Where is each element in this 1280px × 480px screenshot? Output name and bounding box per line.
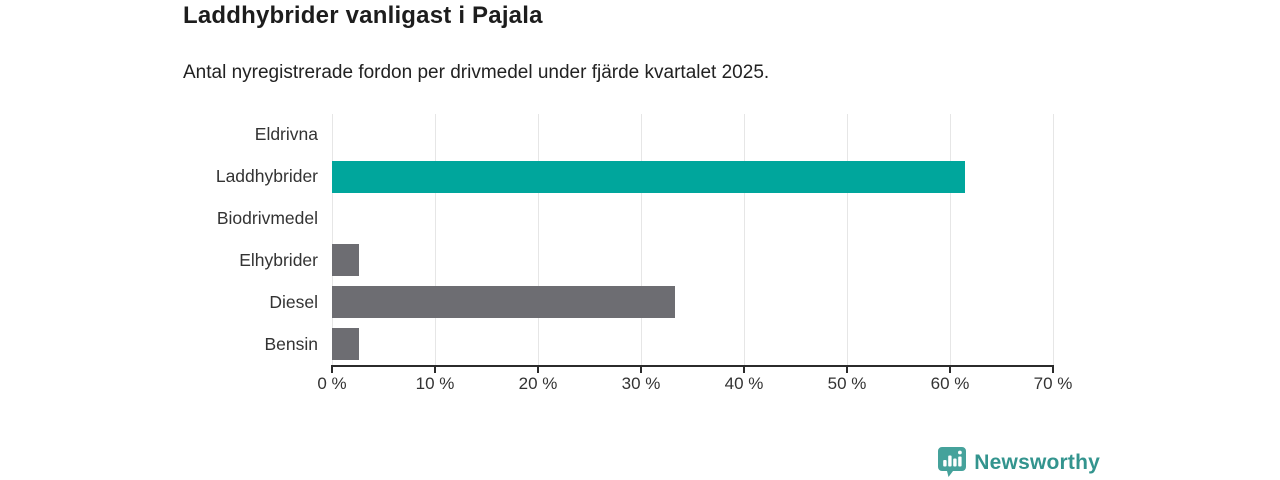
x-tick-mark bbox=[1052, 367, 1054, 373]
x-tick-label: 0 % bbox=[317, 374, 347, 393]
x-tick-mark bbox=[743, 367, 745, 373]
gridline bbox=[332, 114, 333, 365]
category-label: Elhybrider bbox=[239, 249, 318, 270]
bar-chart-speech-bubble-icon bbox=[938, 447, 967, 477]
chart-title: Laddhybrider vanligast i Pajala bbox=[183, 2, 543, 29]
gridline bbox=[538, 114, 539, 365]
category-label: Diesel bbox=[269, 291, 318, 312]
bar bbox=[332, 328, 359, 361]
x-tick-mark bbox=[846, 367, 848, 373]
bar bbox=[332, 160, 966, 193]
x-tick-label: 70 % bbox=[1033, 374, 1073, 393]
gridline bbox=[1053, 114, 1054, 365]
newsworthy-logo: Newsworthy bbox=[937, 446, 1100, 479]
category-label: Bensin bbox=[264, 333, 318, 354]
x-tick-label: 10 % bbox=[415, 374, 455, 393]
x-tick-mark bbox=[331, 367, 333, 373]
category-label: Laddhybrider bbox=[215, 166, 318, 187]
x-tick-mark bbox=[537, 367, 539, 373]
category-axis: Eldrivna Laddhybrider Biodrivmedel Elhybrid… bbox=[168, 114, 318, 365]
x-tick-mark bbox=[949, 367, 951, 373]
x-tick-label: 60 % bbox=[930, 374, 970, 393]
x-tick-label: 50 % bbox=[827, 374, 867, 393]
x-tick-label: 30 % bbox=[621, 374, 661, 393]
x-tick-label: 40 % bbox=[724, 374, 764, 393]
gridline bbox=[641, 114, 642, 365]
x-tick-mark bbox=[640, 367, 642, 373]
gridline bbox=[435, 114, 436, 365]
gridline bbox=[950, 114, 951, 365]
x-tick-mark bbox=[434, 367, 436, 373]
bar bbox=[332, 244, 359, 277]
brand-name: Newsworthy bbox=[974, 450, 1100, 474]
gridline bbox=[847, 114, 848, 365]
chart-subtitle: Antal nyregistrerade fordon per drivmede… bbox=[183, 62, 770, 83]
plot-area bbox=[332, 114, 1054, 365]
x-axis-line bbox=[331, 365, 1054, 367]
category-label: Biodrivmedel bbox=[216, 208, 318, 229]
bar bbox=[332, 286, 675, 319]
x-tick-label: 20 % bbox=[518, 374, 558, 393]
category-label: Eldrivna bbox=[254, 124, 318, 145]
gridline bbox=[744, 114, 745, 365]
